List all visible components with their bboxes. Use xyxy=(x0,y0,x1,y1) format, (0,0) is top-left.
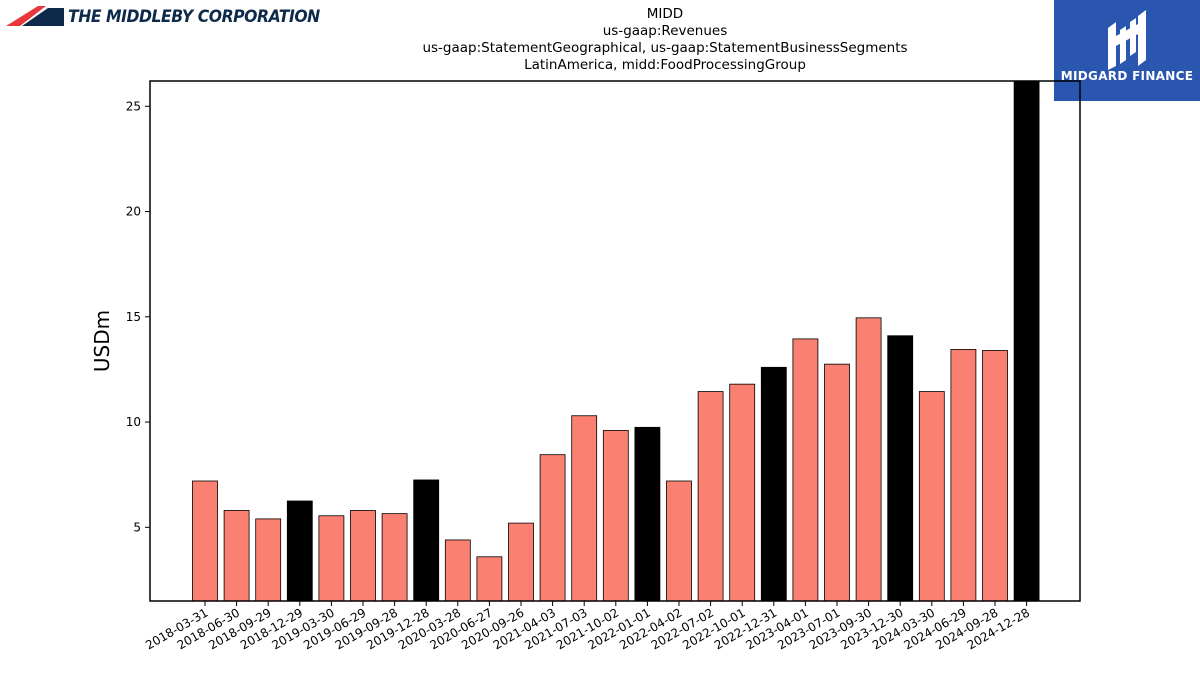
bar-2022-01-01 xyxy=(634,426,661,602)
bar-2024-03-30 xyxy=(918,391,945,602)
y-axis: 5 10 15 20 25 xyxy=(126,99,150,534)
y-tick-label: 25 xyxy=(126,99,141,113)
bar-2019-12-28 xyxy=(413,479,440,602)
title-line-1: MIDD xyxy=(646,6,684,22)
bar-2021-07-03 xyxy=(571,415,598,602)
title-line-3: us-gaap:StatementGeographical, us-gaap:S… xyxy=(422,40,908,56)
middleby-logo: THE MIDDLEBY CORPORATION xyxy=(6,6,320,30)
bar-2020-09-26 xyxy=(508,522,534,602)
chart-title: MIDD us-gaap:Revenues us-gaap:StatementG… xyxy=(315,6,1015,74)
midgard-brand: MIDGARD FINANCE xyxy=(1054,0,1200,101)
y-tick-label: 15 xyxy=(126,310,141,324)
logo-mark-icon xyxy=(6,6,64,26)
bar-2018-12-29 xyxy=(286,500,313,602)
bar-2024-12-28 xyxy=(1013,80,1040,602)
title-line-2: us-gaap:Revenues xyxy=(602,23,728,39)
bar-2019-06-29 xyxy=(350,510,376,602)
plot-frame xyxy=(149,80,1081,602)
bar-2018-03-31 xyxy=(192,480,218,602)
y-tick-label: 10 xyxy=(126,415,141,429)
bar-2019-03-30 xyxy=(318,515,345,602)
bar-2022-12-31 xyxy=(760,366,787,602)
bar-2021-04-03 xyxy=(539,454,566,602)
bar-2023-12-30 xyxy=(887,335,914,602)
bar-2021-10-02 xyxy=(602,430,629,602)
bar-2023-09-30 xyxy=(855,317,882,602)
bar-2024-06-29 xyxy=(950,349,977,602)
bar-2024-09-28 xyxy=(982,350,1008,602)
bar-2018-06-30 xyxy=(223,510,250,602)
title-line-4: LatinAmerica, midd:FoodProcessingGroup xyxy=(524,57,806,73)
brand-name: MIDGARD FINANCE xyxy=(1060,69,1194,83)
bar-2019-09-28 xyxy=(381,513,408,602)
company-logo-text: THE MIDDLEBY CORPORATION xyxy=(68,7,320,27)
bar-2022-07-02 xyxy=(697,391,724,602)
y-tick-label: 20 xyxy=(126,205,141,219)
bars-group xyxy=(192,80,1040,602)
x-axis: 2018-03-312018-06-302018-09-292018-12-29… xyxy=(143,601,1032,652)
bar-2020-03-28 xyxy=(444,539,471,602)
bar-2018-09-29 xyxy=(255,518,282,602)
y-axis-label: USDm xyxy=(90,310,114,372)
midgard-logo-icon xyxy=(1108,10,1146,70)
bar-2023-07-01 xyxy=(824,363,850,602)
bar-2022-10-01 xyxy=(729,383,756,602)
bar-2022-04-02 xyxy=(666,480,692,602)
bar-2023-04-01 xyxy=(792,338,819,602)
y-tick-label: 5 xyxy=(133,520,141,534)
bar-2020-06-27 xyxy=(476,556,503,602)
